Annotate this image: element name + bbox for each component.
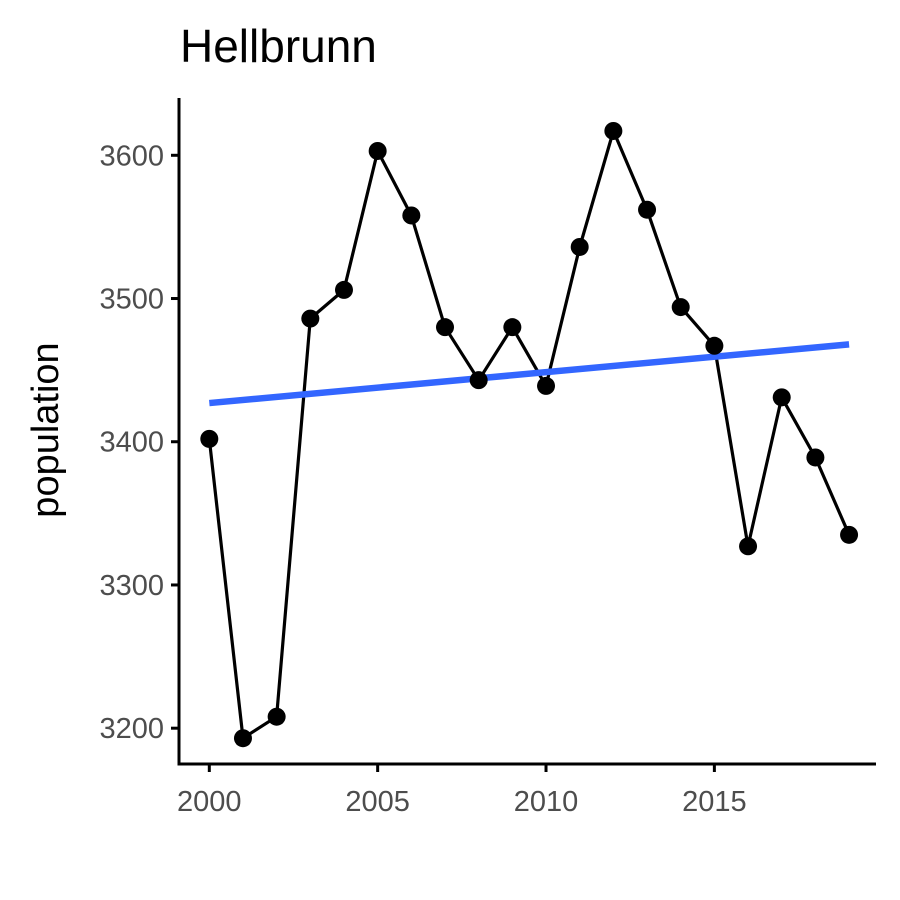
data-point (368, 141, 387, 160)
x-tick-label: 2005 (345, 786, 410, 818)
data-point (436, 318, 455, 337)
chart-title: Hellbrunn (180, 20, 377, 72)
series-line (207, 129, 851, 740)
data-point (705, 336, 724, 355)
data-point (604, 121, 623, 140)
data-point (739, 537, 758, 556)
x-tick-label: 2015 (682, 786, 747, 818)
data-point (233, 729, 252, 748)
data-point (537, 376, 556, 395)
y-tick-label: 3600 (99, 140, 164, 172)
data-point (806, 448, 825, 467)
data-point (503, 318, 522, 337)
data-point (469, 371, 488, 390)
data-point (840, 525, 859, 544)
data-point (671, 298, 690, 317)
data-point (334, 280, 353, 299)
data-point (772, 388, 791, 407)
plot-area: 3200 3300 3400 3500 3600 2000 2005 2010 2015 (99, 98, 876, 818)
y-tick-label: 3500 (99, 284, 164, 316)
trend-line (209, 341, 850, 407)
data-point (267, 707, 286, 726)
data-point (638, 200, 657, 219)
data-point (570, 237, 589, 256)
data-point (301, 309, 320, 328)
data-point (200, 429, 219, 448)
x-tick-label: 2000 (177, 786, 242, 818)
y-tick-label: 3200 (99, 713, 164, 745)
y-tick-label: 3400 (99, 427, 164, 459)
y-tick-label: 3300 (99, 570, 164, 602)
y-axis-title: population (25, 342, 67, 517)
data-point (402, 206, 421, 225)
x-tick-label: 2010 (514, 786, 579, 818)
